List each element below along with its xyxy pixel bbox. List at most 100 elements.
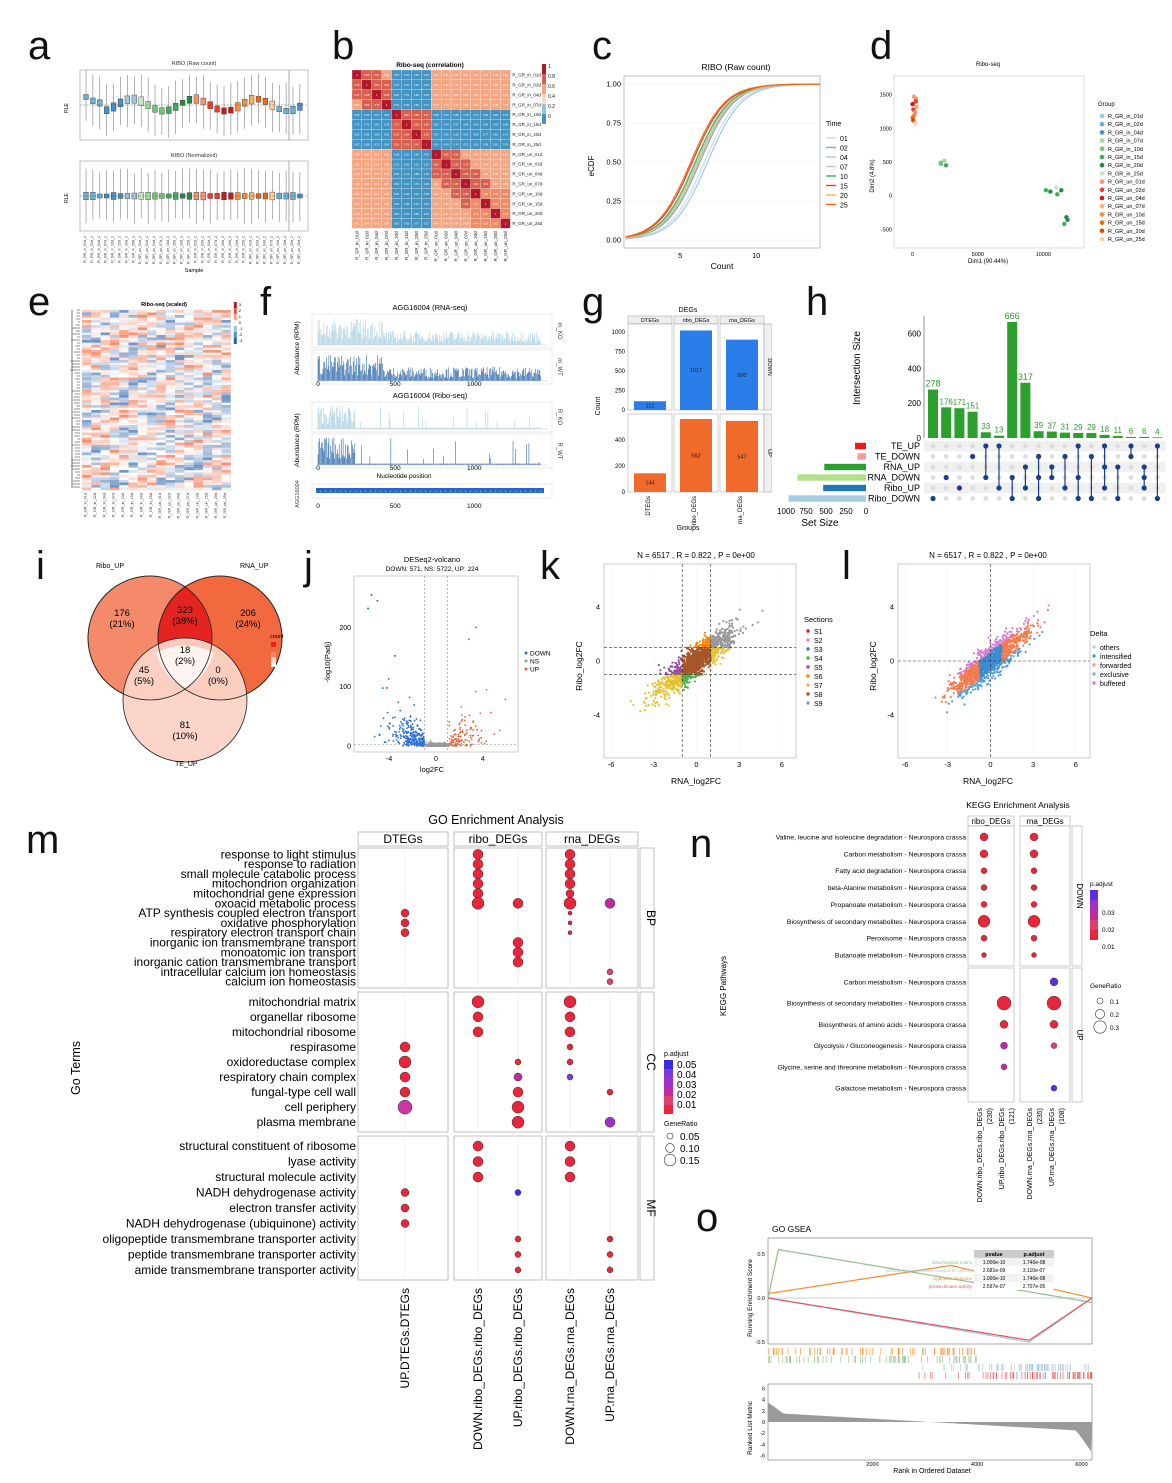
panel-e-cell — [119, 380, 129, 383]
panel-h-matrix-dot-on — [1128, 443, 1134, 449]
panel-e-cell — [119, 402, 129, 406]
panel-e-cell — [156, 465, 166, 468]
panel-h-bar-label: 171 — [953, 398, 967, 407]
panel-b-cell-value: 0.85 — [364, 182, 370, 186]
panel-e-cell — [91, 405, 101, 408]
panel-e-cell — [147, 312, 157, 316]
panel-f-gene-arrow: › — [330, 488, 332, 493]
panel-k-point — [664, 675, 667, 678]
panel-f-gene-tick: 1000 — [467, 503, 482, 510]
panel-k-xlabel: RNA_log2FC — [671, 776, 721, 786]
panel-e-cell — [147, 440, 157, 443]
panel-e-cell — [147, 420, 157, 423]
panel-e-cell — [175, 355, 185, 358]
panel-e-cell — [100, 357, 110, 361]
panel-h-ytick: 400 — [908, 364, 922, 373]
panel-e-cell — [165, 372, 175, 376]
panel-e-cell — [202, 310, 213, 313]
panel-c-legend-label: 20 — [840, 193, 848, 200]
panel-j-point-down — [419, 727, 421, 730]
panel-j-point-down — [415, 740, 418, 743]
panel-e-cell — [91, 375, 101, 378]
panel-h-matrix-stripe — [924, 461, 1166, 473]
panel-e-cell — [193, 435, 203, 438]
panel-b-cell-value: 0.80 — [374, 133, 380, 137]
panel-e-cell — [91, 435, 101, 438]
panel-j-point-up — [449, 741, 452, 744]
panel-e-cell — [82, 487, 92, 491]
panel-b-cell-value: 0.72 — [463, 162, 469, 166]
panel-e-cell — [119, 342, 129, 346]
panel-e-cell — [156, 387, 166, 391]
panel-e-cell — [165, 450, 175, 453]
panel-e-cell — [175, 362, 185, 366]
panel-b-cell-value: 0.81 — [493, 133, 499, 137]
panel-j-point-up — [461, 718, 464, 721]
panel-e-cell — [100, 425, 110, 428]
panel-e-cell — [109, 395, 120, 398]
panel-e-cell — [147, 425, 157, 428]
panel-e-cell — [147, 390, 157, 393]
panel-j-point-up — [455, 745, 458, 747]
panel-e-cell — [156, 485, 166, 488]
panel-e-cell — [147, 370, 157, 373]
panel-e-cell — [137, 310, 148, 313]
panel-e-cell — [165, 425, 175, 428]
panel-e-cell — [119, 462, 129, 466]
panel-e-cell — [175, 405, 185, 408]
panel-j-point-down — [420, 729, 423, 732]
panel-e-col-label: R_GR_in_10d — [121, 493, 125, 517]
panel-h-set-bar — [824, 463, 866, 471]
panel-e-cell — [202, 360, 213, 363]
panel-e-cell — [137, 360, 148, 363]
panel-e-cell — [137, 445, 148, 448]
panel-e-cell — [165, 387, 175, 391]
panel-j-point-down — [406, 720, 408, 723]
panel-e-cell — [100, 445, 110, 448]
panel-b-cell-value: 0.90 — [453, 152, 459, 156]
panel-e-cell — [147, 457, 157, 461]
panel-e-cell — [193, 405, 203, 408]
panel-e-scale-label: 0 — [239, 320, 242, 325]
panel-e-cell — [100, 375, 110, 378]
panel-e-cell — [109, 360, 120, 363]
panel-b-cell-value: 0.85 — [444, 133, 450, 137]
panel-e-cell — [175, 442, 185, 446]
panel-g-ytick: 250 — [615, 388, 626, 394]
panel-b-scale-swatch — [542, 114, 546, 124]
panel-e-cell — [212, 472, 222, 476]
panel-b-scale-label: 0.6 — [548, 84, 555, 90]
panel-e-cell — [221, 427, 231, 431]
panel-e-cell — [100, 332, 110, 336]
panel-e-cell — [184, 420, 194, 423]
panel-e-cell — [109, 407, 120, 411]
panel-e-cell — [109, 435, 120, 438]
panel-e-scale-swatch — [233, 326, 237, 332]
panel-b-cell-value: 0.85 — [453, 113, 459, 117]
panel-j-point-up — [469, 734, 472, 737]
panel-e-cell — [165, 385, 175, 388]
panel-e-cell — [109, 392, 120, 396]
panel-h-matrix-dot-off — [1023, 496, 1028, 501]
panel-e-cell — [119, 350, 129, 353]
panel-j-point-down — [403, 717, 406, 720]
panel-e-cell — [221, 352, 231, 356]
panel-i-legend-title: count — [270, 634, 284, 640]
panel-g-facet-panel — [627, 323, 673, 411]
panel-e-cell — [82, 362, 92, 366]
panel-e-cell — [156, 440, 165, 443]
panel-e-cell — [212, 430, 222, 433]
panel-e-cell — [109, 430, 120, 433]
panel-e-cell — [165, 422, 175, 426]
panel-e-cell — [221, 365, 231, 368]
panel-e-cell — [202, 385, 213, 388]
panel-e-cell — [91, 485, 101, 488]
panel-b-cell-value: 0.70 — [414, 182, 420, 186]
panel-b-cell-value: 0.63 — [384, 222, 390, 226]
panel-j-point-down — [413, 719, 416, 722]
panel-j-plot-area — [353, 575, 519, 753]
panel-e-cell — [128, 395, 138, 398]
panel-e-cell — [184, 412, 194, 416]
panel-k-point — [730, 619, 734, 622]
panel-e-cell — [221, 480, 231, 483]
